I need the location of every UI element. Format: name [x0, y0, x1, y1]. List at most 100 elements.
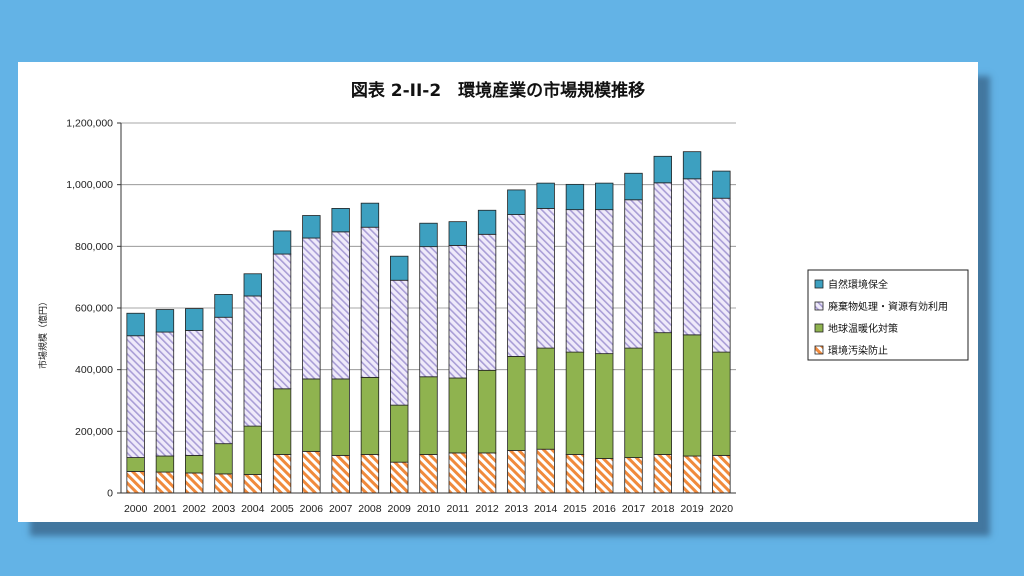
y-tick-label: 0 [107, 488, 113, 500]
y-axis-label: 市場規模（億円） [37, 297, 49, 369]
x-tick-label: 2006 [300, 503, 324, 515]
x-tick-label: 2002 [183, 503, 207, 515]
x-tick-label: 2016 [593, 503, 617, 515]
bar-segment-2015-0 [565, 454, 585, 494]
x-axis: 2000 2001 2002 2003 2004 2005 2006 2007 2008 2009… [121, 492, 736, 515]
x-tick-label: 2008 [358, 503, 382, 515]
y-tick-label: 400,000 [75, 364, 113, 376]
bar-segment-2000-3 [126, 312, 145, 337]
bar-segment-2011-0 [448, 452, 467, 494]
legend-label: 自然環境保全 [828, 278, 888, 291]
bar-segment-2020-1 [712, 351, 731, 456]
chart-title: 図表 2-II-2 環境産業の市場規模推移 [350, 81, 646, 101]
y-tick-label: 600,000 [75, 303, 113, 315]
x-tick-label: 2018 [651, 503, 675, 515]
bar-segment-2001-3 [155, 309, 175, 333]
bar-segment-2018-1 [653, 332, 672, 455]
bar-segment-2020-3 [712, 170, 731, 199]
legend-label: 環境汚染防止 [828, 344, 888, 357]
bar-segment-2014-2 [536, 208, 555, 349]
chart-card: 図表 2-II-2 環境産業の市場規模推移 0 200,000 400,000 600… [18, 62, 978, 522]
bar-segment-2003-2 [214, 316, 233, 445]
bar-segment-2009-2 [390, 279, 409, 406]
bar-segment-2017-1 [624, 347, 643, 458]
bar-segment-2010-3 [419, 222, 438, 248]
y-tick-label: 1,000,000 [66, 179, 113, 191]
bar-segment-2012-2 [477, 233, 497, 371]
bar-segment-2014-3 [536, 182, 555, 209]
bar-segment-2011-1 [448, 377, 467, 454]
bar-segment-2020-0 [712, 454, 731, 494]
x-tick-label: 2020 [710, 503, 734, 515]
bar-segment-2009-1 [390, 404, 409, 463]
bar-segment-2008-0 [360, 454, 380, 494]
bar-segment-2006-3 [302, 215, 321, 239]
bar-segment-2018-0 [653, 454, 672, 494]
x-tick-label: 2010 [417, 503, 441, 515]
bar-segment-2006-0 [302, 450, 321, 494]
bar-segment-2001-2 [155, 331, 175, 457]
bar-segment-2002-1 [185, 454, 204, 474]
bar-segment-2006-2 [302, 237, 321, 380]
y-tick-label: 1,200,000 [66, 118, 113, 130]
bar-segment-2004-2 [243, 295, 262, 427]
bar-segment-2000-0 [126, 471, 145, 494]
legend-label: 地球温暖化対策 [828, 322, 898, 335]
x-tick-label: 2013 [505, 503, 529, 515]
bar-segment-2008-2 [360, 226, 380, 378]
bar-segment-2015-2 [565, 209, 585, 353]
x-tick-label: 2003 [212, 503, 236, 515]
bar-segment-2003-0 [214, 473, 233, 494]
legend-box [807, 269, 969, 361]
bar-segment-2012-0 [477, 452, 497, 494]
x-tick-label: 2019 [680, 503, 704, 515]
bar-segment-2019-2 [682, 178, 702, 336]
bar-segment-2014-0 [536, 448, 555, 494]
bar-segment-2014-1 [536, 347, 555, 450]
bar-segment-2012-3 [477, 209, 497, 235]
bar-segment-2013-2 [507, 214, 526, 357]
bar-segment-2006-1 [302, 378, 321, 452]
bar-segment-2013-3 [507, 189, 526, 215]
bar-segment-2000-1 [126, 457, 145, 472]
bar-segment-2004-0 [243, 474, 262, 494]
bar-segment-2019-3 [682, 151, 702, 180]
bar-segment-2017-3 [624, 172, 643, 201]
bar-segment-2016-0 [595, 458, 614, 494]
bar-segment-2010-2 [419, 246, 438, 378]
bar-segment-2000-2 [126, 335, 145, 458]
bar-segment-2005-0 [272, 454, 292, 494]
bar-segment-2007-1 [331, 378, 350, 456]
bar-segment-2005-3 [272, 230, 292, 255]
bar-segment-2005-1 [272, 388, 292, 455]
bar-segment-2002-3 [185, 308, 204, 331]
bar-segment-2018-2 [653, 182, 672, 334]
bar-segment-2012-1 [477, 369, 497, 454]
x-tick-label: 2015 [563, 503, 587, 515]
y-tick-label: 800,000 [75, 241, 113, 253]
bar-segment-2009-0 [390, 461, 409, 494]
x-tick-label: 2001 [153, 503, 177, 515]
bar-segment-2003-3 [214, 294, 233, 318]
bar-segment-2004-3 [243, 273, 262, 297]
bar-segment-2016-3 [595, 182, 614, 211]
bar-segment-2011-3 [448, 221, 467, 246]
bar-segment-2005-2 [272, 253, 292, 390]
x-tick-label: 2014 [534, 503, 558, 515]
x-tick-label: 2009 [388, 503, 412, 515]
bar-segment-2001-0 [155, 471, 175, 494]
bar-segment-2013-0 [507, 450, 526, 494]
x-tick-label: 2012 [475, 503, 499, 515]
legend-label: 廃棄物処理・資源有効利用 [828, 300, 948, 313]
bar-segment-2015-1 [565, 351, 585, 455]
bars [126, 151, 731, 494]
legend-swatch [814, 279, 824, 289]
bar-segment-2020-2 [712, 197, 731, 353]
bar-segment-2010-0 [419, 454, 438, 494]
bar-segment-2002-2 [185, 330, 204, 456]
legend-swatch [814, 345, 824, 355]
bar-segment-2011-2 [448, 245, 467, 379]
bar-segment-2018-3 [653, 155, 672, 184]
bar-segment-2002-0 [185, 472, 204, 494]
